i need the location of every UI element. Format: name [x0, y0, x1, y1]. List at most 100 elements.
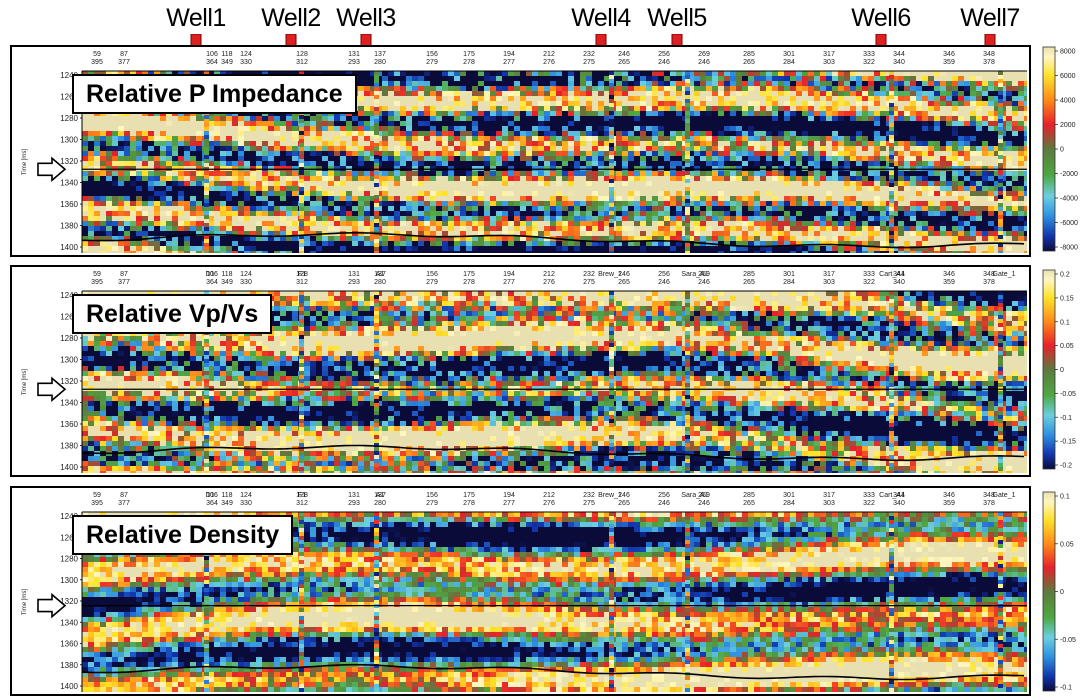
depth-tick-label: 1380: [60, 661, 78, 670]
trace-label-top: 333: [863, 492, 875, 499]
trace-label-bottom: 378: [983, 279, 995, 286]
panel-density: 59 395 87 377 106 364 118 349 124 330 128 312 131 293…: [10, 486, 1031, 696]
trace-label-bottom: 265: [743, 279, 755, 286]
trace-label-bottom: 340: [893, 59, 905, 66]
trace-label-bottom: 378: [983, 59, 995, 66]
trace-label-top: 156: [426, 271, 438, 278]
trace-label-bottom: 246: [698, 59, 710, 66]
trace-label-top: 118: [221, 271, 232, 278]
trace-label-top: 59: [93, 51, 101, 58]
trace-label-bottom: 377: [118, 500, 130, 507]
trace-label-top: 131: [348, 492, 360, 499]
colorbar-tick-label: -0.05: [1060, 637, 1076, 644]
panel-title-p-impedance: Relative P Impedance: [72, 74, 357, 114]
colorbar-tick-label: -4000: [1060, 196, 1078, 203]
trace-label-top: 128: [296, 51, 308, 58]
colorbar-tick-label: 0.05: [1060, 541, 1074, 548]
trace-label-top: 246: [618, 271, 630, 278]
trace-label-bottom: 275: [583, 279, 595, 286]
trace-label-bottom: 246: [658, 500, 670, 507]
trace-label-bottom: 364: [206, 279, 218, 286]
trace-label-top: 128: [296, 271, 308, 278]
depth-tick-label: 1380: [60, 222, 78, 231]
trace-label-top: 118: [221, 51, 232, 58]
depth-tick-label: 1320: [60, 157, 78, 166]
depth-tick-label: 1360: [60, 640, 78, 649]
trace-label-top: 285: [743, 492, 755, 499]
trace-label-top: 333: [863, 51, 875, 58]
colorbar-tick-label: -0.1: [1060, 685, 1072, 692]
depth-axis-label: Time [ms]: [22, 589, 28, 615]
colorbar-vp-vs: 0.2 0.15 0.1 0.05 0 -0.05 -0.1 -0.15 -0.2: [1041, 268, 1079, 473]
trace-label-bottom: 275: [583, 59, 595, 66]
trace-label-bottom: 359: [943, 500, 955, 507]
trace-label-top: 124: [240, 492, 252, 499]
trace-label-top: 131: [348, 271, 360, 278]
trace-label-bottom: 278: [463, 279, 475, 286]
panel-p-impedance: 59 395 87 377 106 364 118 349 124 330 128 312 131 293…: [10, 45, 1031, 257]
trace-label-top: 194: [503, 51, 515, 58]
trace-label-top: 87: [120, 492, 128, 499]
trace-label-top: 137: [374, 492, 386, 499]
trace-label-bottom: 246: [698, 500, 710, 507]
depth-tick-label: 1300: [60, 356, 78, 365]
depth-tick-label: 1240: [60, 512, 78, 521]
trace-label-bottom: 293: [348, 279, 360, 286]
trace-label-top: 317: [823, 51, 835, 58]
marker-name-label: Gate_1: [993, 492, 1016, 499]
trace-label-top: 232: [583, 51, 595, 58]
depth-tick-label: 1320: [60, 597, 78, 606]
trace-label-bottom: 395: [91, 500, 103, 507]
trace-label-top: 118: [221, 492, 232, 499]
colorbar-tick-label: -2000: [1060, 171, 1078, 178]
trace-label-bottom: 279: [426, 59, 438, 66]
colorbar-density: 0.1 0.05 0 -0.05 -0.1: [1041, 490, 1079, 695]
trace-label-top: 348: [983, 492, 995, 499]
trace-label-top: 317: [823, 492, 835, 499]
trace-label-bottom: 276: [543, 500, 555, 507]
trace-label-top: 344: [893, 492, 905, 499]
trace-label-bottom: 293: [348, 59, 360, 66]
trace-label-bottom: 330: [240, 279, 252, 286]
colorbar-tick-label: -8000: [1060, 245, 1078, 252]
panel-title-vp-vs: Relative Vp/Vs: [72, 294, 273, 334]
trace-label-top: 194: [503, 271, 515, 278]
trace-label-top: 348: [983, 51, 995, 58]
depth-tick-label: 1400: [60, 682, 78, 691]
trace-label-bottom: 265: [618, 279, 630, 286]
depth-axis-label: Time [ms]: [22, 369, 28, 395]
trace-label-top: 256: [658, 492, 670, 499]
marker-name-label: F1: [298, 271, 306, 278]
depth-tick-label: 1400: [60, 463, 78, 472]
trace-label-top: 106: [206, 271, 218, 278]
colorbar-tick-label: 4000: [1060, 98, 1076, 105]
trace-label-bottom: 378: [983, 500, 995, 507]
depth-tick-label: 1400: [60, 243, 78, 252]
depth-axis-label: Time [ms]: [22, 149, 28, 175]
trace-label-top: 256: [658, 271, 670, 278]
trace-label-bottom: 280: [374, 59, 386, 66]
trace-label-top: 106: [206, 492, 218, 499]
trace-label-bottom: 364: [206, 59, 218, 66]
marker-name-label: Cart_A1: [879, 271, 905, 278]
depth-tick-label: 1360: [60, 420, 78, 429]
trace-label-bottom: 276: [543, 279, 555, 286]
depth-tick-label: 1300: [60, 136, 78, 145]
trace-label-bottom: 246: [658, 279, 670, 286]
marker-name-label: A1: [376, 492, 385, 499]
colorbar-tick-label: -0.05: [1060, 391, 1076, 398]
trace-label-top: 137: [374, 51, 386, 58]
trace-label-bottom: 265: [618, 500, 630, 507]
trace-label-bottom: 277: [503, 279, 515, 286]
trace-label-bottom: 246: [658, 59, 670, 66]
trace-label-bottom: 377: [118, 279, 130, 286]
trace-label-top: 344: [893, 51, 905, 58]
trace-label-top: 344: [893, 271, 905, 278]
trace-label-top: 156: [426, 492, 438, 499]
trace-label-bottom: 312: [296, 59, 308, 66]
trace-label-top: 194: [503, 492, 515, 499]
trace-label-top: 346: [943, 51, 955, 58]
trace-label-bottom: 265: [743, 59, 755, 66]
